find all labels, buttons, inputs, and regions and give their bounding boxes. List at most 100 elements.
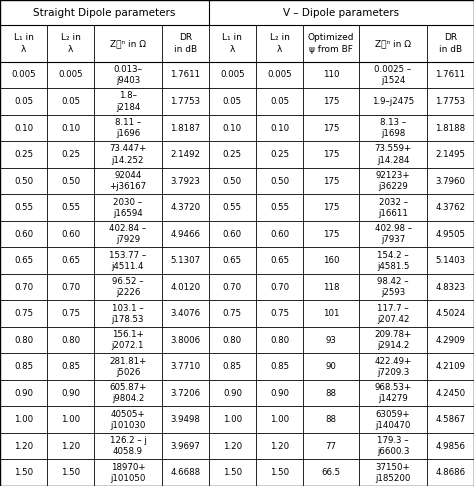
- Text: 126.2 – j
4058.9: 126.2 – j 4058.9: [109, 436, 146, 456]
- Text: 98.42 –
j2593: 98.42 – j2593: [377, 277, 409, 297]
- Text: 37150+
j185200: 37150+ j185200: [375, 463, 411, 483]
- Text: 175: 175: [323, 176, 339, 186]
- Text: 2032 –
j16611: 2032 – j16611: [378, 197, 408, 218]
- Text: 0.85: 0.85: [270, 362, 289, 371]
- Text: 209.78+
j2914.2: 209.78+ j2914.2: [374, 330, 412, 350]
- Text: 4.5024: 4.5024: [436, 309, 465, 318]
- Text: 90: 90: [326, 362, 337, 371]
- Text: Zᴤⁿ in Ω: Zᴤⁿ in Ω: [110, 39, 146, 48]
- Text: 3.7206: 3.7206: [170, 389, 201, 398]
- Text: 0.25: 0.25: [270, 150, 289, 159]
- Text: 402.84 –
j7929: 402.84 – j7929: [109, 224, 146, 244]
- Text: 0.10: 0.10: [223, 123, 242, 133]
- Text: 175: 175: [323, 97, 339, 106]
- Text: 1.20: 1.20: [223, 442, 242, 451]
- Text: 1.7753: 1.7753: [436, 97, 465, 106]
- Text: 1.7611: 1.7611: [436, 70, 465, 80]
- Text: 4.3762: 4.3762: [436, 203, 465, 212]
- Text: 4.5867: 4.5867: [436, 415, 465, 424]
- Text: 0.50: 0.50: [14, 176, 33, 186]
- Text: 0.05: 0.05: [61, 97, 80, 106]
- Text: 40505+
j101030: 40505+ j101030: [110, 410, 146, 430]
- Text: 0.25: 0.25: [61, 150, 80, 159]
- Text: 4.2450: 4.2450: [436, 389, 465, 398]
- Text: 8.11 –
j1696: 8.11 – j1696: [115, 118, 141, 138]
- Text: 0.80: 0.80: [270, 336, 289, 345]
- Text: Straight Dipole parameters: Straight Dipole parameters: [33, 8, 176, 17]
- Text: 179.3 –
j6600.3: 179.3 – j6600.3: [377, 436, 410, 456]
- Text: DR
in dB: DR in dB: [439, 34, 462, 53]
- Text: 1.20: 1.20: [61, 442, 80, 451]
- Text: 0.005: 0.005: [11, 70, 36, 80]
- Text: 63059+
j140470: 63059+ j140470: [375, 410, 411, 430]
- Text: 3.8006: 3.8006: [170, 336, 201, 345]
- Text: 0.50: 0.50: [61, 176, 80, 186]
- Text: 4.0120: 4.0120: [170, 283, 201, 292]
- Text: 968.53+
j14279: 968.53+ j14279: [374, 383, 412, 403]
- Text: 0.75: 0.75: [223, 309, 242, 318]
- Text: 73.559+
j14.284: 73.559+ j14.284: [374, 144, 412, 165]
- Text: 281.81+
j5026: 281.81+ j5026: [109, 357, 146, 377]
- Text: 66.5: 66.5: [321, 468, 341, 477]
- Text: 0.70: 0.70: [61, 283, 80, 292]
- Text: 0.55: 0.55: [223, 203, 242, 212]
- Text: 3.4076: 3.4076: [170, 309, 201, 318]
- Text: 0.05: 0.05: [223, 97, 242, 106]
- Text: 88: 88: [326, 415, 337, 424]
- Text: 4.6688: 4.6688: [170, 468, 201, 477]
- Text: 110: 110: [323, 70, 339, 80]
- Text: 0.85: 0.85: [61, 362, 80, 371]
- Text: L₁ in
λ: L₁ in λ: [14, 34, 34, 53]
- Text: 0.10: 0.10: [270, 123, 289, 133]
- Text: 0.25: 0.25: [223, 150, 242, 159]
- Text: 92044
+j36167: 92044 +j36167: [109, 171, 146, 191]
- Text: 118: 118: [323, 283, 339, 292]
- Text: 4.8686: 4.8686: [436, 468, 465, 477]
- Text: 2030 –
j16594: 2030 – j16594: [113, 197, 143, 218]
- Text: 0.60: 0.60: [14, 229, 33, 239]
- Text: 0.80: 0.80: [61, 336, 80, 345]
- Text: 4.8323: 4.8323: [436, 283, 465, 292]
- Text: 3.7923: 3.7923: [170, 176, 201, 186]
- Text: 0.90: 0.90: [61, 389, 80, 398]
- Text: 4.2109: 4.2109: [436, 362, 465, 371]
- Text: 3.7710: 3.7710: [170, 362, 201, 371]
- Text: 0.013–
j9403: 0.013– j9403: [113, 65, 143, 85]
- Text: 0.90: 0.90: [223, 389, 242, 398]
- Text: 156.1+
j2072.1: 156.1+ j2072.1: [112, 330, 144, 350]
- Text: 0.0025 –
j1524: 0.0025 – j1524: [374, 65, 412, 85]
- Text: 154.2 –
j4581.5: 154.2 – j4581.5: [377, 251, 410, 271]
- Text: 0.55: 0.55: [61, 203, 80, 212]
- Text: 175: 175: [323, 150, 339, 159]
- Text: 0.005: 0.005: [220, 70, 245, 80]
- Text: 1.8188: 1.8188: [436, 123, 465, 133]
- Text: 160: 160: [323, 256, 339, 265]
- Text: 0.55: 0.55: [270, 203, 289, 212]
- Text: 2.1492: 2.1492: [170, 150, 201, 159]
- Text: 0.55: 0.55: [14, 203, 33, 212]
- Text: 0.75: 0.75: [14, 309, 33, 318]
- Text: 101: 101: [323, 309, 339, 318]
- Text: 175: 175: [323, 203, 339, 212]
- Text: 605.87+
j9804.2: 605.87+ j9804.2: [109, 383, 146, 403]
- Text: 0.005: 0.005: [58, 70, 83, 80]
- Text: 88: 88: [326, 389, 337, 398]
- Text: 1.7753: 1.7753: [170, 97, 201, 106]
- Text: 0.65: 0.65: [61, 256, 80, 265]
- Text: 92123+
j36229: 92123+ j36229: [376, 171, 410, 191]
- Text: 5.1403: 5.1403: [436, 256, 465, 265]
- Text: 0.80: 0.80: [14, 336, 33, 345]
- Text: 4.9856: 4.9856: [436, 442, 465, 451]
- Text: 0.005: 0.005: [267, 70, 292, 80]
- Text: 422.49+
j7209.3: 422.49+ j7209.3: [374, 357, 412, 377]
- Text: Optimized
ψ from BF: Optimized ψ from BF: [308, 34, 355, 53]
- Text: 3.7960: 3.7960: [436, 176, 465, 186]
- Text: 0.50: 0.50: [223, 176, 242, 186]
- Text: 103.1 –
j178.53: 103.1 – j178.53: [112, 304, 144, 324]
- Text: 0.05: 0.05: [270, 97, 289, 106]
- Text: 0.85: 0.85: [14, 362, 33, 371]
- Text: 0.70: 0.70: [14, 283, 33, 292]
- Text: 1.50: 1.50: [223, 468, 242, 477]
- Text: 1.00: 1.00: [14, 415, 33, 424]
- Text: 1.50: 1.50: [270, 468, 289, 477]
